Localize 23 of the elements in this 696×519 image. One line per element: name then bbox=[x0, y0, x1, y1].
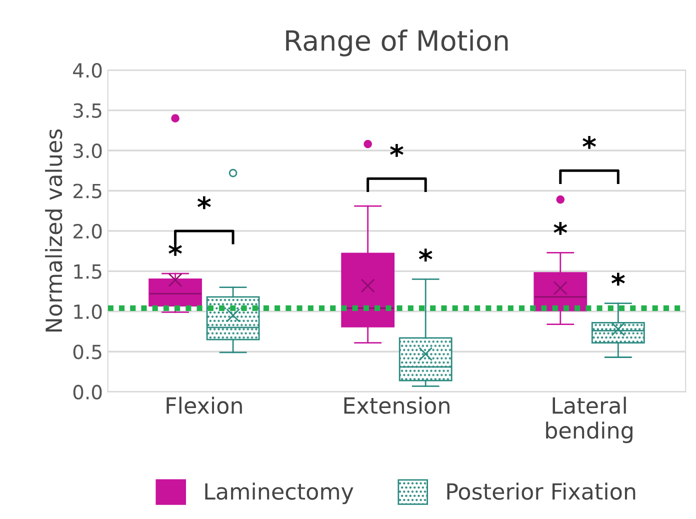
y-tick-label: 2.5 bbox=[74, 184, 102, 198]
y-axis-title: Normalized values bbox=[45, 129, 62, 332]
annotation: * bbox=[390, 144, 404, 157]
annotation: * bbox=[611, 272, 625, 286]
chart-title: Range of Motion bbox=[286, 30, 508, 56]
y-tick-label: 3.5 bbox=[74, 103, 102, 118]
x-tick-label: Flexion bbox=[166, 396, 242, 414]
x-tick-label: Lateral bending bbox=[546, 396, 632, 444]
legend-label: Laminectomy bbox=[205, 482, 354, 504]
annotation: * bbox=[554, 222, 568, 235]
y-tick-label: 1.0 bbox=[74, 304, 102, 320]
y-tick-label: 4.0 bbox=[73, 63, 102, 78]
y-tick-label: 2.0 bbox=[74, 224, 102, 239]
y-tick-label: 1.5 bbox=[74, 264, 102, 279]
legend-label: Posterior Fixation bbox=[447, 482, 636, 500]
annotation: * bbox=[197, 196, 211, 210]
annotation: * bbox=[168, 242, 182, 256]
y-tick-label: 0.0 bbox=[73, 384, 102, 400]
annotation: * bbox=[418, 248, 432, 262]
y-tick-label: 3.0 bbox=[74, 143, 102, 158]
x-tick-label: Extension bbox=[344, 396, 450, 414]
annotation: * bbox=[582, 136, 596, 149]
y-tick-label: 0.5 bbox=[73, 344, 102, 360]
